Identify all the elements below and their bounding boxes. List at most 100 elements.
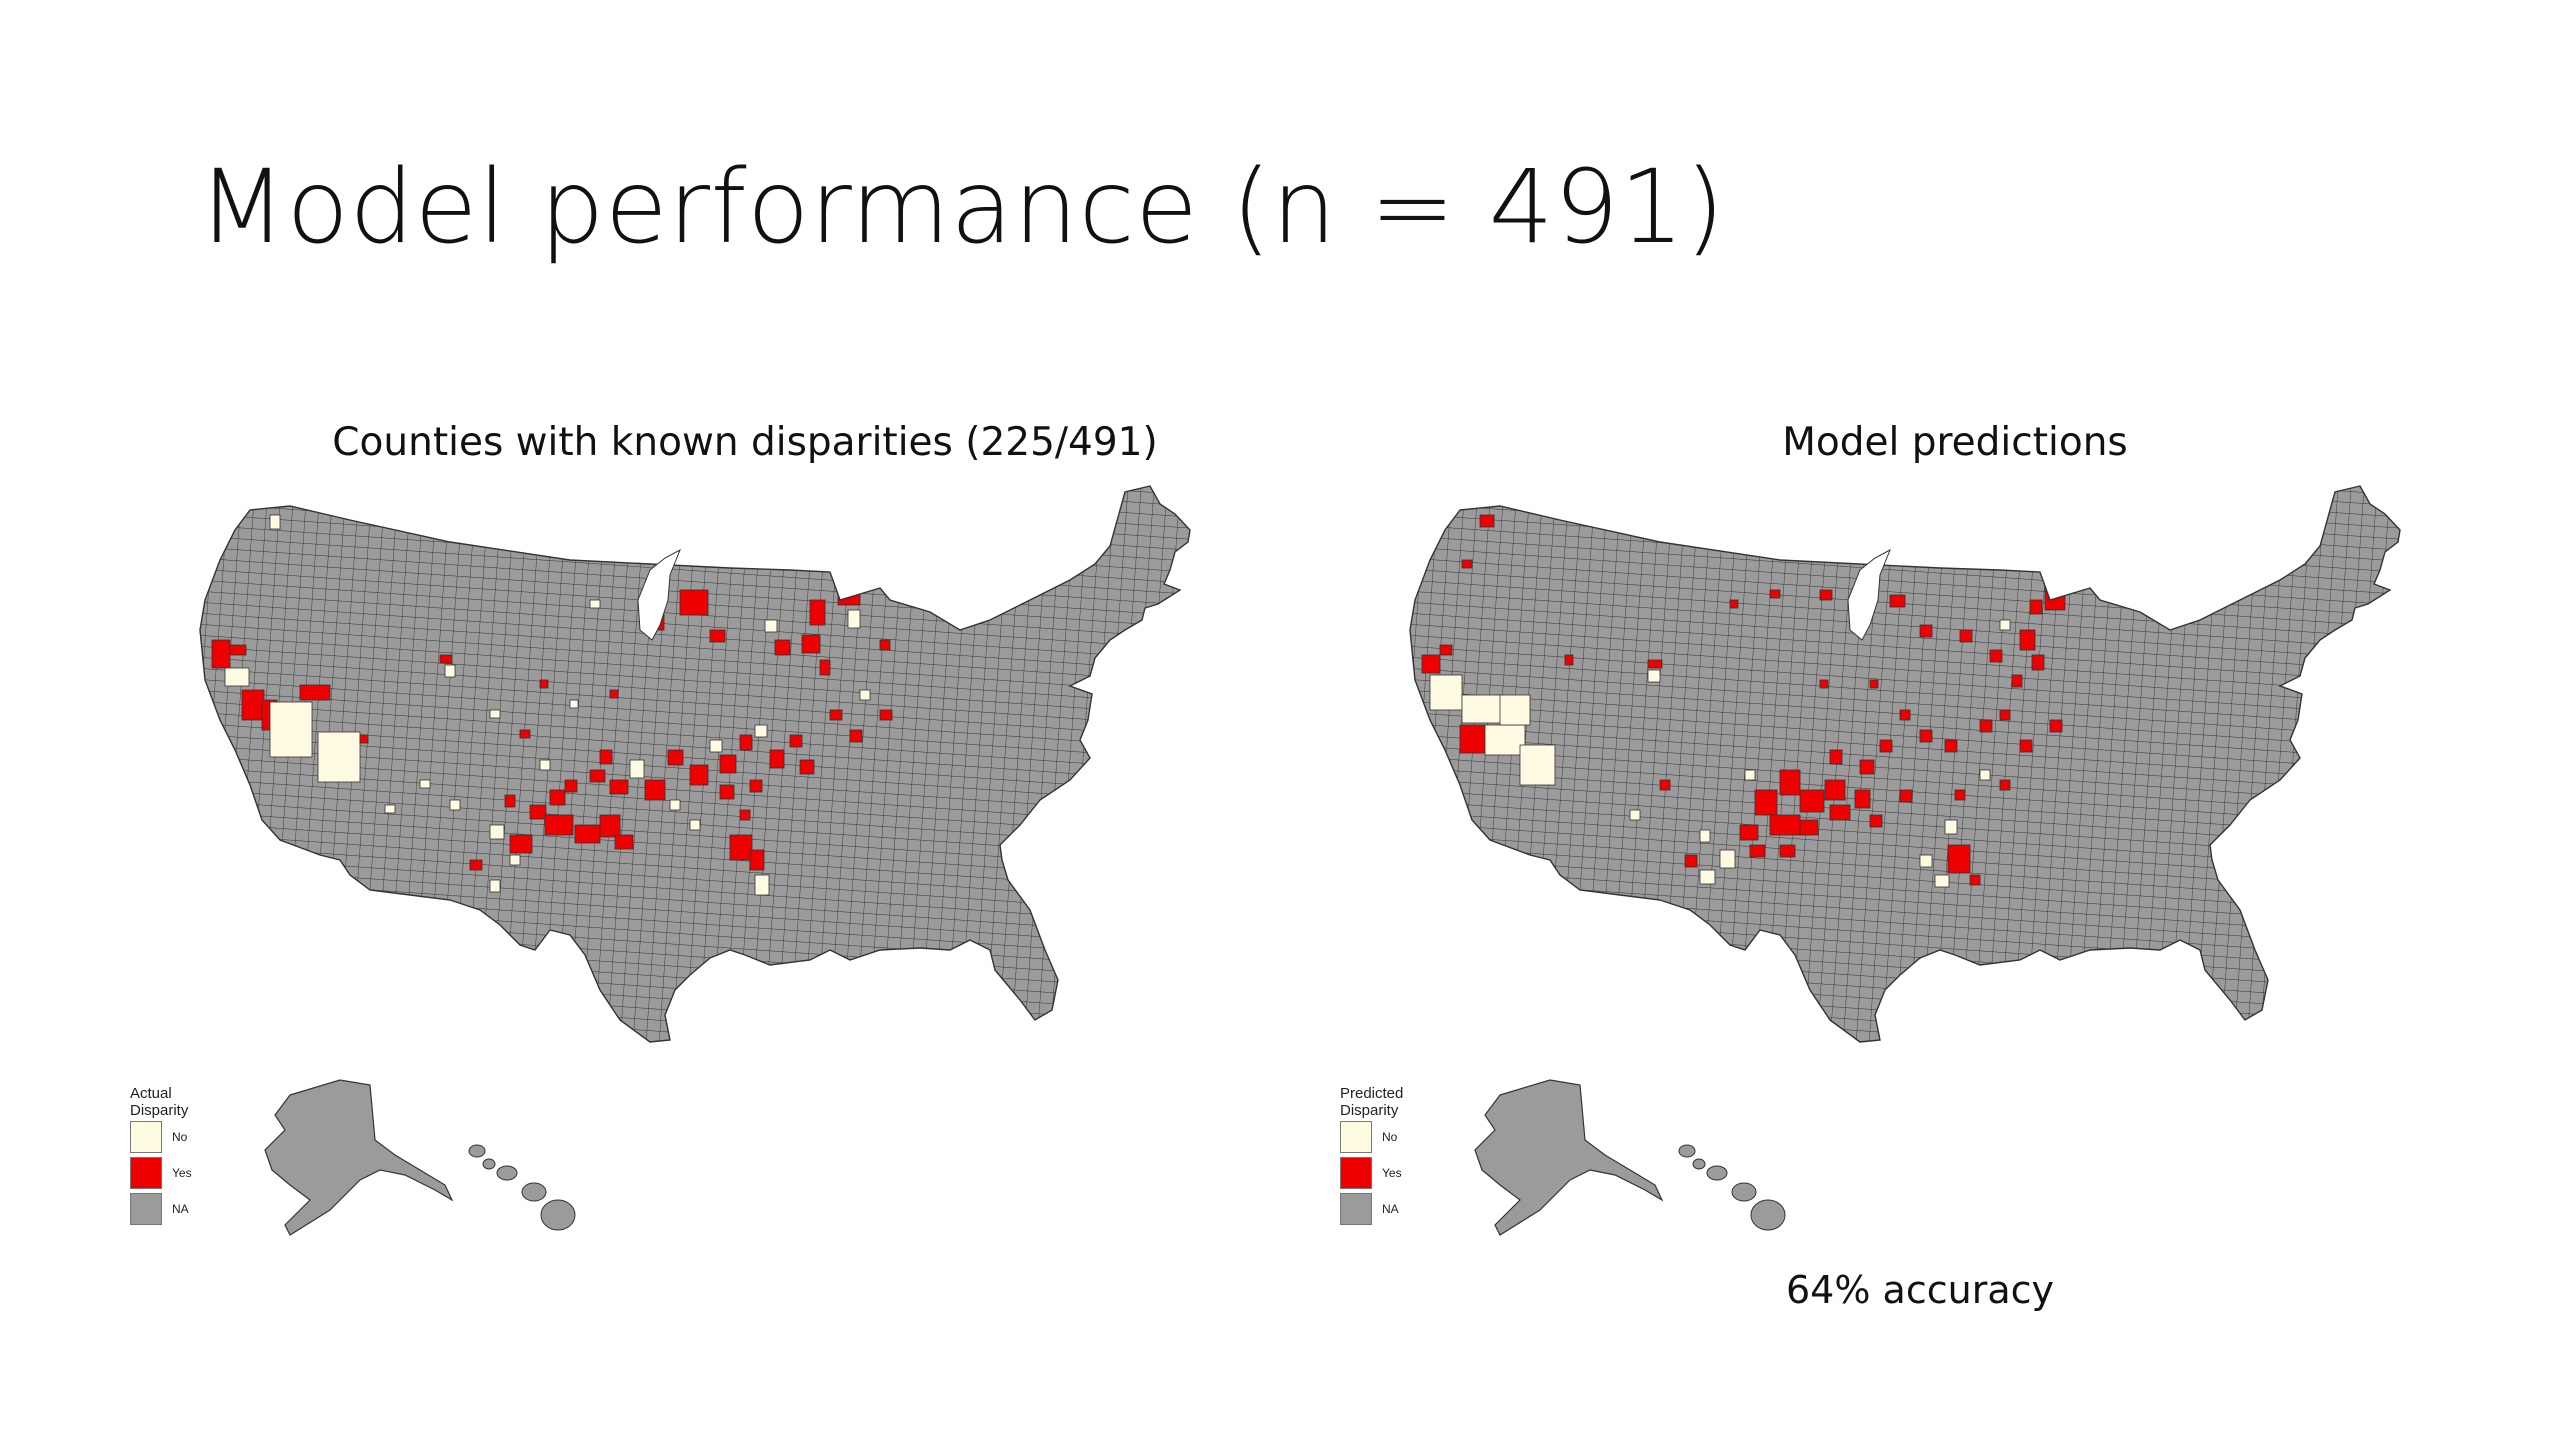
county-cell-disparity-yes <box>1819 679 1829 689</box>
county-cell-disparity-yes <box>1969 874 1981 886</box>
county-cell-disparity-yes <box>709 629 726 643</box>
legend-swatch-yes <box>130 1157 162 1189</box>
county-cell-disparity-yes <box>1899 789 1913 803</box>
county-cell-disparity-no <box>269 701 313 758</box>
legend-item-no: No <box>1340 1119 1430 1155</box>
county-cell-disparity-no <box>1484 724 1526 756</box>
county-cell-disparity-yes <box>1919 624 1933 638</box>
legend-label: Yes <box>172 1166 192 1180</box>
county-cell-disparity-no <box>269 514 281 530</box>
county-cell-disparity-no <box>629 759 645 779</box>
legend-label: No <box>1382 1130 1398 1144</box>
county-cell-disparity-yes <box>1739 824 1759 841</box>
county-cell-disparity-yes <box>359 734 369 744</box>
county-cell-disparity-yes <box>1647 659 1663 669</box>
county-cell-disparity-no <box>754 724 768 738</box>
county-cell-disparity-yes <box>849 729 863 743</box>
county-cell-disparity-yes <box>564 779 578 793</box>
actual-disparity-map-panel: Counties with known disparities (225/491… <box>120 420 1370 1250</box>
county-cell-disparity-yes <box>1421 654 1441 674</box>
county-cell-disparity-yes <box>1819 589 1833 601</box>
county-cell-disparity-yes <box>644 779 666 801</box>
hawaii-island <box>540 1199 576 1231</box>
county-cell-disparity-no <box>489 824 505 840</box>
county-cell-disparity-yes <box>1989 649 2003 663</box>
hawaii-island <box>1750 1199 1786 1231</box>
legend-swatch-no <box>1340 1121 1372 1153</box>
county-cell-disparity-yes <box>211 639 231 669</box>
county-borders <box>1410 486 2400 1042</box>
county-cell-disparity-yes <box>679 589 709 616</box>
county-cell-disparity-no <box>539 759 551 771</box>
county-cell-disparity-no <box>419 779 431 789</box>
hawaii-island <box>521 1182 547 1202</box>
county-cell-disparity-yes <box>1749 844 1766 858</box>
legend-label: Yes <box>1382 1166 1402 1180</box>
legend-item-no: No <box>130 1119 220 1155</box>
county-cell-disparity-yes <box>799 759 815 775</box>
county-cell-disparity-yes <box>599 814 621 838</box>
county-cell-disparity-yes <box>1799 819 1819 836</box>
legend-item-yes: Yes <box>130 1155 220 1191</box>
county-cell-disparity-yes <box>1564 654 1574 666</box>
county-cell-disparity-yes <box>719 784 735 800</box>
legend-item-yes: Yes <box>1340 1155 1430 1191</box>
county-cell-disparity-no <box>1499 694 1531 726</box>
county-cell-disparity-yes <box>519 729 531 739</box>
map-title-actual: Counties with known disparities (225/491… <box>332 420 1158 465</box>
county-cell-disparity-yes <box>241 689 265 721</box>
hawaii-island <box>1706 1165 1728 1181</box>
county-cell-disparity-no <box>1647 669 1661 683</box>
county-cell-disparity-yes <box>1999 709 2011 721</box>
county-cell-disparity-no <box>1699 869 1716 885</box>
county-cell-disparity-yes <box>574 824 601 844</box>
county-cell-disparity-no <box>589 599 601 609</box>
county-cell-disparity-no <box>384 804 396 814</box>
county-highlight-cells <box>1421 514 2083 888</box>
county-cell-disparity-yes <box>819 659 831 676</box>
map-legend-predicted: Predicted Disparity No Yes NA <box>1340 1085 1430 1227</box>
alaska-map <box>264 1079 454 1236</box>
county-cell-disparity-yes <box>229 644 247 656</box>
county-cell-disparity-yes <box>2031 654 2045 671</box>
county-cell-disparity-yes <box>1944 739 1958 753</box>
county-cell-disparity-no <box>1719 849 1736 869</box>
county-cell-disparity-no <box>1919 854 1933 868</box>
legend-label: NA <box>1382 1202 1399 1216</box>
county-cell-disparity-yes <box>879 639 891 651</box>
slide-title: Model performance (n = 491) <box>198 148 1726 267</box>
county-cell-disparity-yes <box>689 764 709 786</box>
county-cell-disparity-yes <box>739 734 753 751</box>
county-cell-disparity-no <box>1699 829 1711 843</box>
county-cell-disparity-yes <box>719 754 737 774</box>
county-cell-disparity-yes <box>1829 749 1843 765</box>
county-cell-disparity-yes <box>1889 594 1906 608</box>
county-cell-disparity-yes <box>439 654 453 664</box>
county-cell-disparity-no <box>1999 619 2011 631</box>
county-cell-disparity-yes <box>749 779 763 793</box>
county-cell-disparity-yes <box>1779 769 1801 796</box>
county-cell-disparity-yes <box>1829 804 1851 821</box>
map-legend-actual: Actual Disparity No Yes NA <box>130 1085 220 1227</box>
actual-disparity-map <box>199 485 1191 1236</box>
county-cell-disparity-yes <box>1799 789 1825 813</box>
county-cell-disparity-yes <box>1754 789 1778 816</box>
county-cell-disparity-yes <box>2069 569 2083 589</box>
county-cell-disparity-yes <box>1869 679 1879 689</box>
county-cell-disparity-yes <box>1729 599 1739 609</box>
hawaii-island <box>482 1158 496 1170</box>
accuracy-label: 64% accuracy <box>1786 1268 2054 1312</box>
county-cell-disparity-yes <box>544 814 574 836</box>
county-cell-disparity-yes <box>2049 719 2063 733</box>
county-cell-disparity-yes <box>614 834 634 850</box>
county-cell-disparity-no <box>859 689 871 701</box>
county-cell-disparity-yes <box>1999 779 2011 791</box>
predicted-disparity-map-panel: Model predictions Predicted Disparity No… <box>1330 420 2560 1250</box>
county-cell-disparity-yes <box>667 749 684 766</box>
county-cell-disparity-yes <box>739 809 751 821</box>
county-cell-disparity-no <box>1934 874 1950 888</box>
county-cell-disparity-yes <box>1899 709 1911 721</box>
legend-swatch-na <box>1340 1193 1372 1225</box>
county-borders <box>200 486 1190 1042</box>
county-cell-disparity-yes <box>1769 589 1781 599</box>
